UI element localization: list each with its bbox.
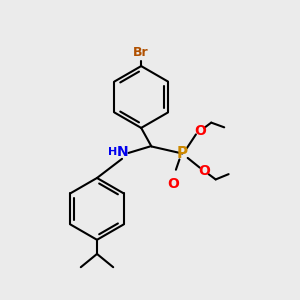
Text: O: O [168,177,179,191]
Text: O: O [194,124,206,138]
Text: P: P [177,146,188,161]
Text: N: N [117,145,128,159]
Text: O: O [199,164,210,178]
Text: Br: Br [134,46,149,59]
Text: H: H [108,147,118,157]
